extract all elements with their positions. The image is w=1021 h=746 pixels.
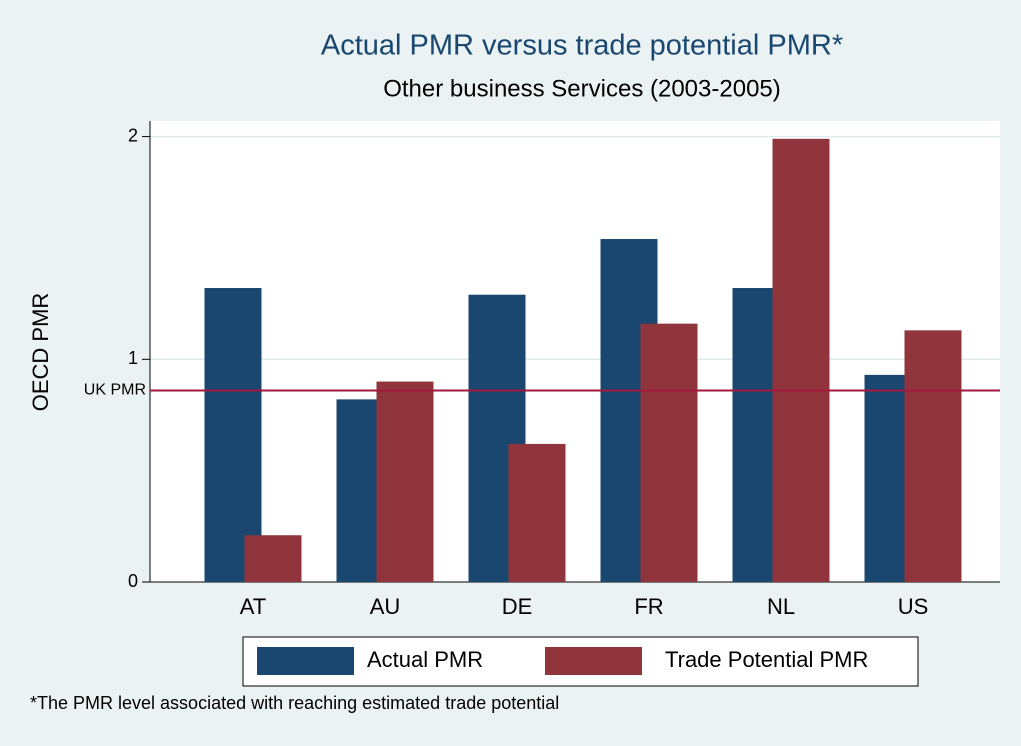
x-tick-label: NL: [767, 594, 795, 619]
chart-subtitle: Other business Services (2003-2005): [383, 75, 781, 102]
legend-label: Actual PMR: [367, 647, 483, 672]
bar: [204, 288, 262, 582]
legend-label: Trade Potential PMR: [665, 647, 868, 672]
reference-label: UK PMR: [84, 382, 146, 399]
footnote: *The PMR level associated with reaching …: [30, 693, 559, 713]
legend: [242, 636, 919, 687]
legend-swatch: [257, 647, 354, 675]
y-tick-label: 0: [128, 571, 138, 591]
x-tick-label: AT: [240, 594, 266, 619]
x-tick-label: US: [898, 594, 929, 619]
x-tick-label: DE: [502, 594, 533, 619]
y-tick-label: 1: [128, 348, 138, 368]
bar: [376, 381, 434, 582]
chart-title: Actual PMR versus trade potential PMR*: [321, 30, 843, 62]
bar: [904, 330, 962, 582]
y-axis-label: OECD PMR: [28, 293, 53, 412]
bar: [244, 535, 302, 582]
bar: [640, 323, 698, 582]
bar: [772, 138, 830, 583]
bar: [508, 443, 566, 582]
y-tick-label: 2: [128, 125, 138, 145]
x-tick-label: AU: [370, 594, 401, 619]
plot-area: [150, 121, 1000, 582]
legend-swatch: [545, 647, 642, 675]
x-tick-label: FR: [634, 594, 663, 619]
